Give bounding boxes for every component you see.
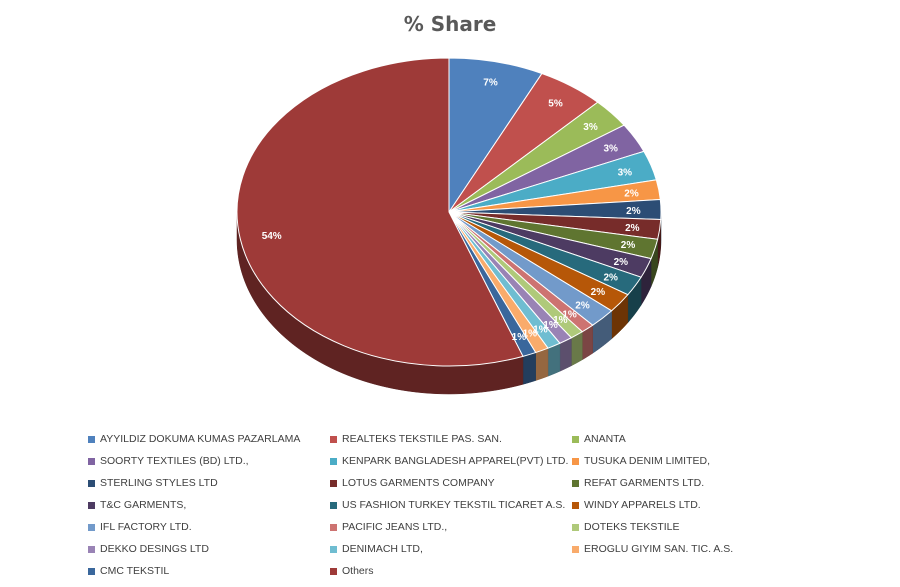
pie-side-18: [522, 352, 536, 385]
legend-swatch: [88, 545, 95, 553]
legend-label: REALTEKS TEKSTILE PAS. SAN.: [342, 433, 502, 445]
pie-slice-19: [236, 57, 524, 367]
pie-data-label-19: 54%: [262, 231, 282, 242]
legend-swatch: [330, 479, 337, 487]
legend-entry-4: KENPARK BANGLADESH APPAREL(PVT) LTD.: [330, 450, 572, 472]
legend-entry-14: DOTEKS TEKSTILE: [572, 516, 814, 538]
pie-side-17: [535, 347, 549, 381]
legend-swatch: [572, 523, 579, 531]
legend-label: CMC TEKSTIL: [100, 565, 170, 577]
legend-entry-10: US FASHION TURKEY TEKSTIL TICARET A.S.: [330, 494, 572, 516]
pie-data-label-6: 2%: [626, 206, 641, 217]
pie-data-label-0: 7%: [483, 77, 498, 88]
legend-label: US FASHION TURKEY TEKSTIL TICARET A.S.: [342, 499, 566, 511]
pie-data-label-5: 2%: [624, 189, 639, 200]
legend-entry-8: REFAT GARMENTS LTD.: [572, 472, 814, 494]
legend-swatch: [330, 545, 337, 553]
legend-entry-19: Others: [330, 560, 572, 582]
pie-data-label-7: 2%: [625, 223, 640, 234]
legend-entry-7: LOTUS GARMENTS COMPANY: [330, 472, 572, 494]
legend-entry-6: STERLING STYLES LTD: [88, 472, 330, 494]
legend-entry-15: DEKKO DESINGS LTD: [88, 538, 330, 560]
pie-data-label-12: 2%: [575, 300, 590, 311]
legend-swatch: [330, 501, 337, 509]
legend-swatch: [330, 435, 337, 443]
pie-data-label-14: 1%: [553, 315, 568, 326]
legend-swatch: [330, 567, 337, 575]
legend-label: Others: [342, 565, 374, 577]
pie-top-slices: [236, 57, 662, 367]
legend-swatch: [572, 457, 579, 465]
legend-entry-17: EROGLU GIYIM SAN. TIC. A.S.: [572, 538, 814, 560]
legend-entry-12: IFL FACTORY LTD.: [88, 516, 330, 538]
legend-swatch: [88, 501, 95, 509]
legend-swatch: [330, 523, 337, 531]
legend-swatch: [88, 457, 95, 465]
legend-label: SOORTY TEXTILES (BD) LTD.,: [100, 455, 249, 467]
legend-label: REFAT GARMENTS LTD.: [584, 477, 705, 489]
pie-data-label-1: 5%: [548, 99, 563, 110]
legend-entry-18: CMC TEKSTIL: [88, 560, 330, 582]
legend-label: LOTUS GARMENTS COMPANY: [342, 477, 495, 489]
pie-data-label-4: 3%: [618, 167, 633, 178]
legend-label: DOTEKS TEKSTILE: [584, 521, 680, 533]
legend-label: TUSUKA DENIM LIMITED,: [584, 455, 711, 467]
legend-swatch: [572, 479, 579, 487]
legend-label: IFL FACTORY LTD.: [100, 521, 192, 533]
pie-data-label-18: 1%: [512, 332, 527, 343]
legend-label: STERLING STYLES LTD: [100, 477, 218, 489]
legend-swatch: [572, 435, 579, 443]
legend-label: T&C GARMENTS,: [100, 499, 187, 511]
legend-label: PACIFIC JEANS LTD.,: [342, 521, 448, 533]
legend-label: AYYILDIZ DOKUMA KUMAS PAZARLAMA: [100, 433, 301, 445]
chart-title: % Share: [403, 12, 497, 36]
legend-swatch: [88, 523, 95, 531]
legend-label: ANANTA: [584, 433, 626, 445]
legend-swatch: [572, 545, 579, 553]
pie-side-16: [547, 342, 561, 377]
legend-entry-3: SOORTY TEXTILES (BD) LTD.,: [88, 450, 330, 472]
pie-data-label-15: 1%: [543, 320, 558, 331]
pie-data-label-17: 1%: [523, 328, 538, 339]
pie-side-walls: [236, 211, 662, 395]
legend-label: KENPARK BANGLADESH APPAREL(PVT) LTD.: [342, 455, 569, 467]
pie-data-label-13: 1%: [562, 309, 577, 320]
pie-data-labels: 7%5%3%3%3%2%2%2%2%2%2%2%2%1%1%1%1%1%1%54…: [262, 77, 641, 343]
pie-data-label-2: 3%: [583, 122, 598, 133]
legend-entry-0: AYYILDIZ DOKUMA KUMAS PAZARLAMA: [88, 428, 330, 450]
legend-label: WINDY APPARELS LTD.: [584, 499, 701, 511]
legend-swatch: [88, 479, 95, 487]
legend-entry-2: ANANTA: [572, 428, 814, 450]
legend-entry-11: WINDY APPARELS LTD.: [572, 494, 814, 516]
legend-entry-9: T&C GARMENTS,: [88, 494, 330, 516]
legend-entry-5: TUSUKA DENIM LIMITED,: [572, 450, 814, 472]
pie-data-label-11: 2%: [591, 287, 606, 298]
pie-data-label-3: 3%: [603, 144, 618, 155]
legend-entry-13: PACIFIC JEANS LTD.,: [330, 516, 572, 538]
legend-swatch: [330, 457, 337, 465]
pie-data-label-9: 2%: [614, 257, 629, 268]
legend-entry-1: REALTEKS TEKSTILE PAS. SAN.: [330, 428, 572, 450]
legend: AYYILDIZ DOKUMA KUMAS PAZARLAMA REALTEKS …: [80, 428, 820, 582]
pie-data-label-10: 2%: [603, 273, 618, 284]
pie-data-label-8: 2%: [621, 240, 636, 251]
pie-plot: 7%5%3%3%3%2%2%2%2%2%2%2%2%1%1%1%1%1%1%54…: [236, 57, 662, 395]
legend-swatch: [572, 501, 579, 509]
legend-label: DENIMACH LTD,: [342, 543, 423, 555]
legend-swatch: [88, 567, 95, 575]
legend-label: EROGLU GIYIM SAN. TIC. A.S.: [584, 543, 734, 555]
pie-data-label-16: 1%: [533, 324, 548, 335]
legend-swatch: [88, 435, 95, 443]
legend-label: DEKKO DESINGS LTD: [100, 543, 209, 555]
legend-entry-16: DENIMACH LTD,: [330, 538, 572, 560]
